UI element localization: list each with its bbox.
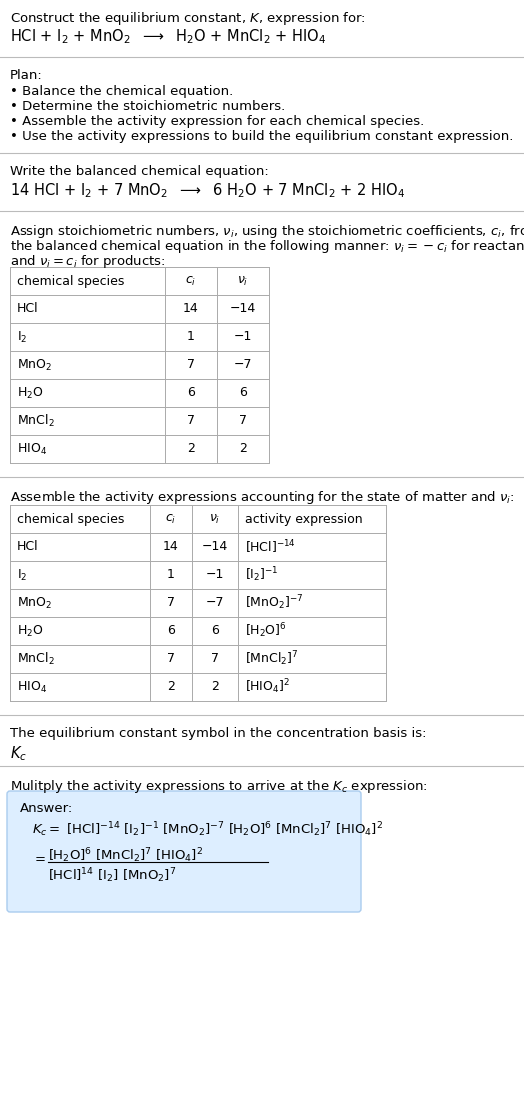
Text: Write the balanced chemical equation:: Write the balanced chemical equation: [10,165,269,178]
Text: HIO$_4$: HIO$_4$ [17,441,47,457]
Text: MnO$_2$: MnO$_2$ [17,596,52,611]
Text: activity expression: activity expression [245,513,363,525]
Text: [HIO$_4$]$^2$: [HIO$_4$]$^2$ [245,677,290,696]
Text: I$_2$: I$_2$ [17,567,27,582]
Text: chemical species: chemical species [17,513,124,525]
Text: 7: 7 [187,415,195,428]
Text: 6: 6 [167,624,175,638]
Text: [H$_2$O]$^6$: [H$_2$O]$^6$ [245,622,287,641]
Text: MnCl$_2$: MnCl$_2$ [17,651,54,667]
Text: $\nu_i$: $\nu_i$ [237,275,249,288]
Text: HIO$_4$: HIO$_4$ [17,679,47,695]
Text: [HCl]$^{14}$ [I$_2$] [MnO$_2$]$^7$: [HCl]$^{14}$ [I$_2$] [MnO$_2$]$^7$ [48,866,177,885]
FancyBboxPatch shape [7,791,361,912]
Text: 7: 7 [211,653,219,665]
Text: $K_c = $ [HCl]$^{-14}$ [I$_2$]$^{-1}$ [MnO$_2$]$^{-7}$ [H$_2$O]$^6$ [MnCl$_2$]$^: $K_c = $ [HCl]$^{-14}$ [I$_2$]$^{-1}$ [M… [32,820,383,838]
Text: $=$: $=$ [32,852,46,864]
Text: [MnO$_2$]$^{-7}$: [MnO$_2$]$^{-7}$ [245,593,304,612]
Text: HCl: HCl [17,302,39,315]
Text: • Determine the stoichiometric numbers.: • Determine the stoichiometric numbers. [10,100,285,113]
Text: 7: 7 [167,653,175,665]
Text: H$_2$O: H$_2$O [17,385,43,400]
Text: 1: 1 [167,568,175,581]
Text: HCl + I$_2$ + MnO$_2$  $\longrightarrow$  H$_2$O + MnCl$_2$ + HIO$_4$: HCl + I$_2$ + MnO$_2$ $\longrightarrow$ … [10,26,326,45]
Text: 2: 2 [239,442,247,456]
Text: −7: −7 [234,358,252,372]
Text: −14: −14 [230,302,256,315]
Text: −1: −1 [234,331,252,343]
Text: $c_i$: $c_i$ [185,275,196,288]
Text: Plan:: Plan: [10,69,43,82]
Text: 1: 1 [187,331,195,343]
Text: 14 HCl + I$_2$ + 7 MnO$_2$  $\longrightarrow$  6 H$_2$O + 7 MnCl$_2$ + 2 HIO$_4$: 14 HCl + I$_2$ + 7 MnO$_2$ $\longrightar… [10,181,406,200]
Text: [H$_2$O]$^6$ [MnCl$_2$]$^7$ [HIO$_4$]$^2$: [H$_2$O]$^6$ [MnCl$_2$]$^7$ [HIO$_4$]$^2… [48,846,203,865]
Text: MnO$_2$: MnO$_2$ [17,357,52,373]
Text: 7: 7 [187,358,195,372]
Text: 2: 2 [211,681,219,694]
Text: −14: −14 [202,540,228,554]
Text: Construct the equilibrium constant, $K$, expression for:: Construct the equilibrium constant, $K$,… [10,10,366,26]
Text: $\nu_i$: $\nu_i$ [209,513,221,525]
Text: H$_2$O: H$_2$O [17,623,43,639]
Text: 14: 14 [183,302,199,315]
Text: 6: 6 [187,386,195,399]
Text: Assemble the activity expressions accounting for the state of matter and $\nu_i$: Assemble the activity expressions accoun… [10,489,515,506]
Text: • Use the activity expressions to build the equilibrium constant expression.: • Use the activity expressions to build … [10,130,514,143]
Text: [I$_2$]$^{-1}$: [I$_2$]$^{-1}$ [245,566,279,585]
Text: $c_i$: $c_i$ [166,513,177,525]
Text: The equilibrium constant symbol in the concentration basis is:: The equilibrium constant symbol in the c… [10,727,427,740]
Text: 6: 6 [211,624,219,638]
Text: [HCl]$^{-14}$: [HCl]$^{-14}$ [245,538,296,556]
Text: Answer:: Answer: [20,802,73,815]
Text: Mulitply the activity expressions to arrive at the $K_c$ expression:: Mulitply the activity expressions to arr… [10,778,428,795]
Text: chemical species: chemical species [17,275,124,288]
Text: 7: 7 [239,415,247,428]
Text: 2: 2 [187,442,195,456]
Text: and $\nu_i = c_i$ for products:: and $\nu_i = c_i$ for products: [10,253,166,270]
Text: Assign stoichiometric numbers, $\nu_i$, using the stoichiometric coefficients, $: Assign stoichiometric numbers, $\nu_i$, … [10,223,524,240]
Text: 2: 2 [167,681,175,694]
Text: 14: 14 [163,540,179,554]
Text: • Balance the chemical equation.: • Balance the chemical equation. [10,85,233,98]
Text: the balanced chemical equation in the following manner: $\nu_i = -c_i$ for react: the balanced chemical equation in the fo… [10,238,524,255]
Text: • Assemble the activity expression for each chemical species.: • Assemble the activity expression for e… [10,115,424,128]
Text: −1: −1 [206,568,224,581]
Text: 6: 6 [239,386,247,399]
Text: I$_2$: I$_2$ [17,330,27,344]
Text: 7: 7 [167,597,175,610]
Text: $K_c$: $K_c$ [10,745,27,762]
Text: [MnCl$_2$]$^7$: [MnCl$_2$]$^7$ [245,650,299,668]
Text: MnCl$_2$: MnCl$_2$ [17,413,54,429]
Text: −7: −7 [206,597,224,610]
Text: HCl: HCl [17,540,39,554]
